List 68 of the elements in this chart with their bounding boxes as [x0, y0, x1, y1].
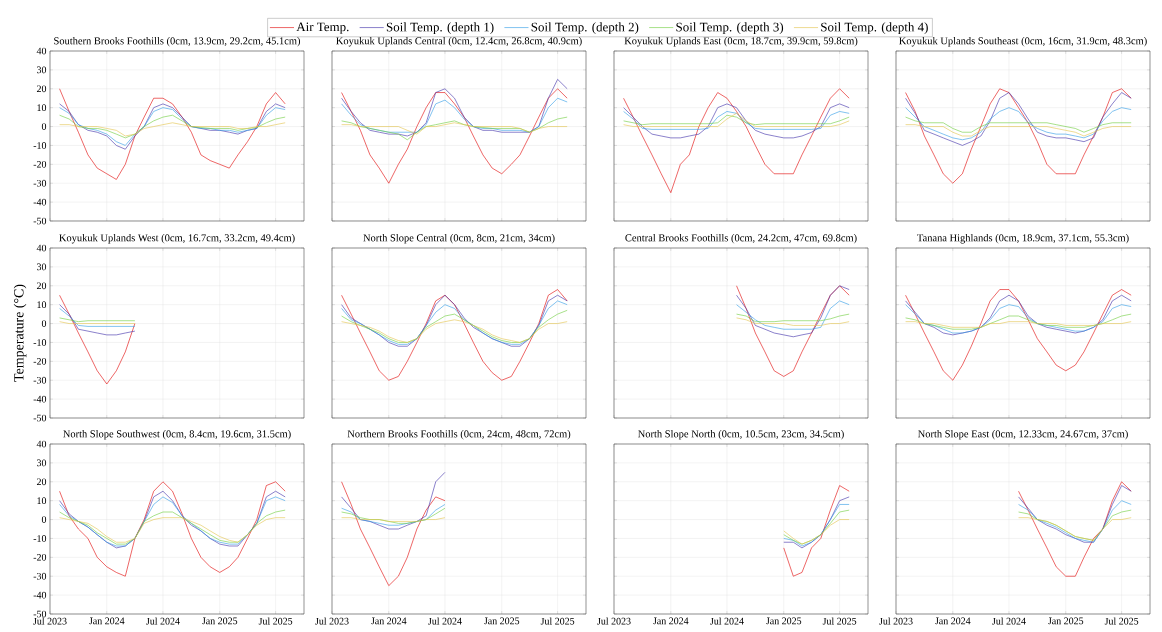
legend-label: Air Temp.: [296, 22, 349, 34]
chart-title: Tanana Highlands (0cm, 18.9cm, 37.1cm, 55.3cm): [917, 234, 1129, 244]
y-tick-label: 0: [41, 123, 47, 130]
x-tick-label: Jan 2024: [89, 617, 125, 625]
y-tick-label: -50: [33, 217, 47, 225]
y-tick-label: 40: [36, 244, 47, 252]
y-tick-label: -50: [33, 414, 47, 422]
legend-label: Soil Temp. (depth 4): [821, 22, 928, 35]
x-tick-label: Jul 2023: [597, 617, 631, 625]
x-tick-label: Jul 2024: [428, 617, 462, 625]
chart-title: Northern Brooks Foothills (0cm, 24cm, 48cm, 72cm): [347, 430, 571, 440]
x-tick-label: Jul 2025: [822, 617, 857, 625]
y-tick-label: -20: [33, 160, 47, 168]
x-tick-label: Jan 2024: [935, 617, 971, 625]
y-tick-label: 20: [36, 282, 47, 290]
legend-label: Soil Temp. (depth 1): [386, 22, 494, 35]
x-tick-label: Jan 2025: [766, 617, 802, 625]
y-tick-label: -40: [33, 591, 47, 599]
x-tick-label: Jul 2023: [879, 617, 913, 625]
y-tick-label: 20: [36, 85, 47, 93]
y-tick-label: 40: [36, 47, 47, 55]
chart-title: Koyukuk Uplands Central (0cm, 12.4cm, 26.8cm, 40.9cm): [336, 37, 582, 47]
chart-title: Koyukuk Uplands East (0cm, 18.7cm, 39.9cm, 59.8cm): [624, 37, 858, 47]
y-tick-label: 0: [41, 516, 47, 523]
y-axis-title: Temperature (°C): [13, 284, 27, 382]
x-tick-label: Jul 2024: [710, 617, 744, 625]
x-tick-label: Jul 2025: [540, 617, 575, 625]
y-tick-label: -10: [33, 339, 47, 346]
chart-title: Central Brooks Foothills (0cm, 24.2cm, 47cm, 69.8cm): [625, 234, 857, 244]
y-tick-label: -10: [33, 535, 47, 542]
y-tick-label: 10: [37, 104, 47, 112]
chart-title: North Slope North (0cm, 10.5cm, 23cm, 34.5cm): [638, 430, 844, 440]
x-tick-label: Jul 2025: [1104, 617, 1139, 625]
y-tick-label: 0: [41, 320, 47, 327]
x-tick-label: Jan 2024: [653, 617, 689, 625]
y-tick-label: 10: [37, 301, 47, 309]
y-tick-label: 30: [37, 66, 47, 74]
y-tick-label: -30: [33, 572, 47, 580]
chart-title: Koyukuk Uplands Southeast (0cm, 16cm, 31.9cm, 48.3cm): [899, 37, 1147, 47]
chart-title: Koyukuk Uplands West (0cm, 16.7cm, 33.2cm, 49.4cm): [59, 234, 295, 244]
chart-title: North Slope Southwest (0cm, 8.4cm, 19.6cm, 31.5cm): [63, 430, 291, 440]
x-tick-label: Jan 2025: [484, 617, 520, 625]
x-tick-label: Jan 2024: [371, 617, 407, 625]
chart-title: Southern Brooks Foothills (0cm, 13.9cm, 29.2cm, 45.1cm): [54, 37, 301, 47]
legend-label: Soil Temp. (depth 3): [676, 22, 784, 35]
chart-title: North Slope East (0cm, 12.33cm, 24.67cm, 37cm): [917, 430, 1128, 440]
y-tick-label: 40: [36, 440, 47, 448]
y-tick-label: -40: [33, 395, 47, 403]
x-tick-label: Jul 2024: [146, 617, 180, 625]
x-tick-label: Jul 2025: [258, 617, 293, 625]
x-tick-label: Jan 2025: [202, 617, 238, 625]
y-tick-label: 20: [36, 478, 47, 486]
x-tick-label: Jul 2024: [992, 617, 1026, 625]
y-tick-label: -20: [33, 357, 47, 365]
y-tick-label: 30: [37, 263, 47, 271]
chart-title: North Slope Central (0cm, 8cm, 21cm, 34cm): [363, 234, 555, 244]
x-tick-label: Jul 2023: [33, 617, 67, 625]
legend-label: Soil Temp. (depth 2): [531, 22, 639, 35]
y-tick-label: -50: [33, 610, 47, 618]
y-tick-label: -30: [33, 179, 47, 187]
x-tick-label: Jan 2025: [1048, 617, 1084, 625]
y-tick-label: 10: [37, 497, 47, 505]
y-tick-label: -20: [33, 553, 47, 561]
y-tick-label: -10: [33, 142, 47, 149]
y-tick-label: -30: [33, 376, 47, 384]
y-tick-label: 30: [37, 459, 47, 467]
y-tick-label: -40: [33, 198, 47, 206]
x-tick-label: Jul 2023: [315, 617, 349, 625]
